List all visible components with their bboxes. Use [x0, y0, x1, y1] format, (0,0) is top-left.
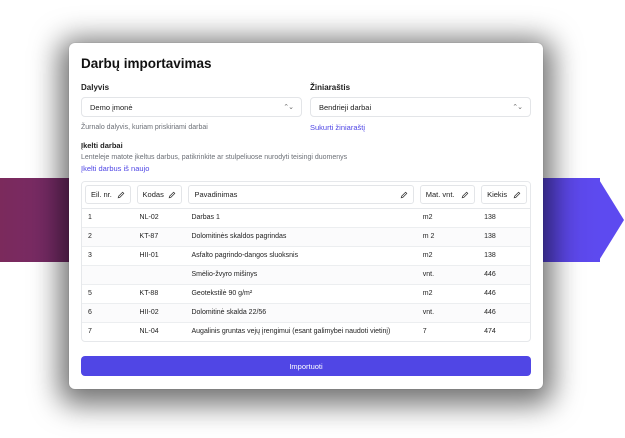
import-button[interactable]: Importuoti: [81, 356, 531, 376]
participant-field-group: Dalyvis Demo įmonė ⌃⌄ Žurnalo dalyvis, k…: [81, 83, 302, 131]
cell-name: Asfalto pagrindo-dangos sluoksnis: [185, 246, 417, 266]
cell-row-number: 6: [82, 303, 134, 323]
dialog-title: Darbų importavimas: [81, 56, 212, 71]
cell-unit: m2: [416, 284, 479, 304]
cell-code: KT-88: [133, 284, 186, 304]
column-header-edit-button[interactable]: Mat. vnt.: [419, 185, 476, 205]
table-row: 3 HII-01 Asfalto pagrindo-dangos sluoksn…: [82, 246, 530, 266]
column-header-unit: Mat. vnt.: [416, 182, 479, 209]
table-row: 2 KT-87 Dolomitinės skaldos pagrindas m …: [82, 227, 530, 247]
chevron-up-down-icon: ⌃⌄: [283, 104, 294, 111]
cell-code: HII-01: [133, 246, 186, 266]
column-header-quantity: Kiekis: [478, 182, 530, 209]
table-row: 7 NL-04 Augalinis gruntas vejų įrengimui…: [82, 322, 530, 341]
reupload-works-link[interactable]: Įkelti darbus iš naujo: [81, 164, 150, 173]
cell-quantity: 446: [478, 265, 530, 285]
column-header-edit-button[interactable]: Kiekis: [481, 185, 527, 205]
column-header-edit-button[interactable]: Pavadinimas: [188, 185, 414, 205]
cell-row-number: [82, 265, 134, 285]
cell-quantity: 138: [478, 208, 530, 228]
participant-select[interactable]: Demo įmonė ⌃⌄: [81, 97, 302, 117]
cell-code: [133, 265, 186, 285]
chevron-up-down-icon: ⌃⌄: [512, 104, 523, 111]
catalog-select[interactable]: Bendrieji darbai ⌃⌄: [310, 97, 531, 117]
imported-works-table: Eil. nr. Kodas Pavadinimas: [81, 181, 531, 342]
cell-quantity: 446: [478, 284, 530, 304]
cell-quantity: 446: [478, 303, 530, 323]
column-header-label: Pavadinimas: [194, 190, 238, 200]
cell-code: NL-04: [139, 328, 159, 336]
imported-works-section: Įkelti darbai Lenteleje matote įkeltus d…: [81, 141, 531, 173]
cell-row-number: 3: [82, 246, 134, 266]
cell-row-number: 7: [88, 328, 92, 336]
cell-name: Augalinis gruntas vejų įrengimui (esant …: [191, 328, 391, 336]
cell-row-number: 2: [82, 227, 134, 247]
column-header-label: Mat. vnt.: [425, 190, 455, 200]
catalog-label: Žiniaraštis: [310, 83, 351, 92]
column-header-label: Eil. nr.: [91, 190, 112, 200]
create-catalog-link[interactable]: Sukurti žiniaraštį: [310, 123, 366, 132]
cell-code: KT-87: [133, 227, 186, 247]
participant-hint: Žurnalo dalyvis, kuriam priskiriami darb…: [81, 124, 208, 131]
table-row: 5 KT-88 Geotekstilė 90 g/m² m2 446: [82, 284, 530, 304]
cell-unit: vnt.: [416, 265, 479, 285]
participant-label: Dalyvis: [81, 83, 110, 92]
cell-name: Geotekstilė 90 g/m²: [185, 284, 417, 304]
table-row: 1 NL-02 Darbas 1 m2 138: [82, 208, 530, 228]
catalog-select-value: Bendrieji darbai: [319, 102, 372, 112]
column-header-row-number: Eil. nr.: [82, 182, 134, 209]
table-header-row: Eil. nr. Kodas Pavadinimas: [82, 182, 530, 209]
pencil-icon: [513, 191, 521, 199]
cell-name: Smėlio-žvyro mišinys: [185, 265, 417, 285]
cell-unit: 7: [422, 328, 427, 336]
cell-code: NL-02: [133, 208, 186, 228]
table-row: 6 HII-02 Dolomitinė skalda 22/56 vnt. 44…: [82, 303, 530, 323]
import-dialog: Darbų importavimas Dalyvis Demo įmonė ⌃⌄…: [69, 43, 543, 389]
cell-code: HII-02: [133, 303, 186, 323]
cell-quantity: 138: [478, 227, 530, 247]
column-header-name: Pavadinimas: [185, 182, 417, 209]
background-arrow-head: [598, 178, 624, 262]
column-header-label: Kodas: [142, 190, 164, 200]
table-row: Smėlio-žvyro mišinys vnt. 446: [82, 265, 530, 285]
imported-works-description: Lenteleje matote įkeltus darbus, patikri…: [81, 154, 348, 161]
pencil-icon: [400, 191, 408, 199]
column-header-code: Kodas: [133, 182, 186, 209]
participant-select-value: Demo įmonė: [90, 102, 133, 112]
cell-row-number: 1: [82, 208, 134, 228]
cell-name: Dolomitinės skaldos pagrindas: [185, 227, 417, 247]
cell-name: Darbas 1: [185, 208, 417, 228]
cell-unit: vnt.: [416, 303, 479, 323]
column-header-edit-button[interactable]: Kodas: [136, 185, 183, 205]
cell-unit: m 2: [416, 227, 479, 247]
cell-name: Dolomitinė skalda 22/56: [185, 303, 417, 323]
cell-unit: m2: [416, 246, 479, 266]
cell-unit: m2: [416, 208, 479, 228]
column-header-label: Kiekis: [487, 190, 508, 200]
catalog-field-group: Žiniaraštis Bendrieji darbai ⌃⌄ Sukurti …: [310, 83, 531, 132]
column-header-edit-button[interactable]: Eil. nr.: [85, 185, 131, 205]
pencil-icon: [169, 191, 176, 199]
cell-quantity: 138: [478, 246, 530, 266]
pencil-icon: [117, 191, 124, 199]
cell-row-number: 5: [82, 284, 134, 304]
cell-quantity: 474: [484, 328, 496, 336]
imported-works-title: Įkelti darbai: [81, 141, 123, 150]
pencil-icon: [461, 191, 469, 199]
